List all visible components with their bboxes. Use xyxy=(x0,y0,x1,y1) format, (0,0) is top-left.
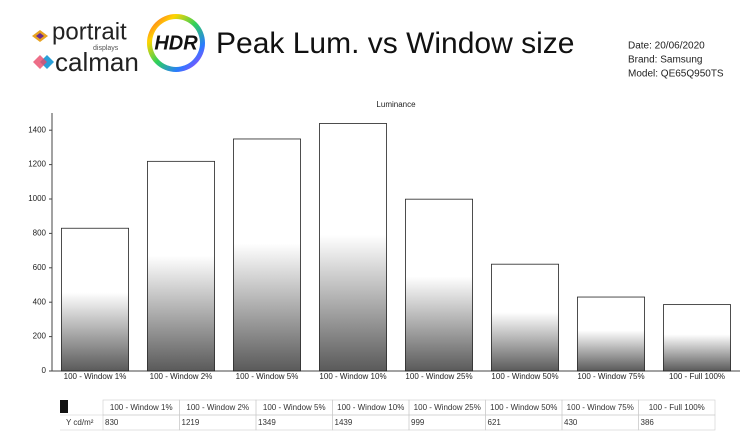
table-row-label: Y cd/m² xyxy=(66,418,94,427)
table-header: 100 - Window 1% xyxy=(110,403,173,412)
logo-sub: displays xyxy=(93,45,119,52)
bar xyxy=(147,160,215,372)
y-tick-label: 1200 xyxy=(28,160,46,169)
x-tick-label: 100 - Window 50% xyxy=(491,372,558,381)
y-tick-label: 0 xyxy=(42,366,47,375)
table-header: 100 - Window 50% xyxy=(490,403,557,412)
x-tick-label: 100 - Window 5% xyxy=(236,372,299,381)
table-header: 100 - Window 25% xyxy=(414,403,481,412)
bar xyxy=(491,263,559,372)
table-header: 100 - Window 5% xyxy=(263,403,326,412)
y-tick-label: 400 xyxy=(33,297,47,306)
page-title: Peak Lum. vs Window size xyxy=(216,27,574,60)
table-value: 1349 xyxy=(258,418,276,427)
logo-text: portrait xyxy=(52,18,127,45)
y-tick-label: 800 xyxy=(33,229,47,238)
table-header: 100 - Full 100% xyxy=(649,403,705,412)
bar xyxy=(663,304,731,372)
bar xyxy=(577,296,645,372)
bar xyxy=(233,138,301,372)
x-tick-label: 100 - Window 10% xyxy=(319,372,386,381)
x-tick-label: 100 - Window 25% xyxy=(405,372,472,381)
brand: Brand: Samsung xyxy=(628,55,703,66)
table-value: 830 xyxy=(105,418,119,427)
model: Model: QE65Q950TS xyxy=(628,69,724,80)
table-header: 100 - Window 2% xyxy=(186,403,249,412)
table-value: 1219 xyxy=(182,418,200,427)
y-tick-label: 1000 xyxy=(28,194,46,203)
table-value: 1439 xyxy=(335,418,353,427)
table-header: 100 - Window 10% xyxy=(337,403,404,412)
logo-text: calman xyxy=(55,47,139,77)
date: Date: 20/06/2020 xyxy=(628,41,705,52)
chart-title: Luminance xyxy=(376,100,416,109)
table-cell xyxy=(638,414,716,431)
x-tick-label: 100 - Window 1% xyxy=(64,372,127,381)
y-tick-label: 200 xyxy=(33,332,47,341)
bar xyxy=(405,198,473,372)
bar xyxy=(319,123,387,372)
legend-key xyxy=(60,400,68,413)
badge: HDR xyxy=(154,32,198,54)
table-header: 100 - Window 75% xyxy=(567,403,634,412)
y-tick-label: 600 xyxy=(33,263,47,272)
table-value: 430 xyxy=(564,418,578,427)
x-tick-label: 100 - Full 100% xyxy=(669,372,725,381)
bar xyxy=(61,227,129,372)
y-tick-label: 1400 xyxy=(28,125,46,134)
logo: portrait displays calman HDR xyxy=(32,14,205,77)
table-value: 999 xyxy=(411,418,425,427)
table-value: 386 xyxy=(641,418,655,427)
table-value: 621 xyxy=(488,418,502,427)
x-tick-label: 100 - Window 75% xyxy=(577,372,644,381)
x-tick-label: 100 - Window 2% xyxy=(150,372,213,381)
